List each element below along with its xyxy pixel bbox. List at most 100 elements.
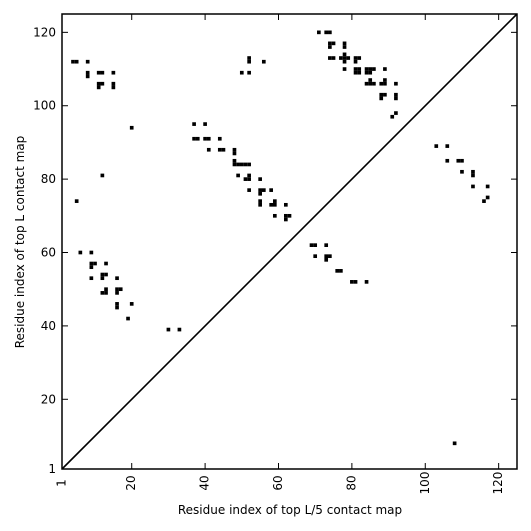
contact-point — [247, 177, 251, 181]
contact-point — [239, 162, 244, 167]
contact-point — [482, 199, 486, 203]
contact-point — [100, 173, 105, 178]
y-tick-label: 1 — [48, 462, 56, 476]
contact-point — [111, 70, 116, 75]
contact-point — [74, 199, 79, 203]
contact-point — [89, 276, 94, 281]
contact-point — [96, 70, 101, 75]
contact-point — [342, 59, 347, 64]
contact-point — [353, 70, 358, 75]
contact-point — [342, 56, 347, 60]
contact-point — [357, 67, 362, 71]
contact-point — [379, 92, 384, 97]
contact-point — [394, 81, 398, 86]
contact-point — [357, 56, 362, 60]
contact-point — [78, 250, 83, 255]
contact-point — [324, 30, 329, 35]
y-tick-label: 20 — [41, 392, 56, 406]
contact-point — [383, 67, 387, 71]
contact-point — [104, 272, 108, 277]
contact-point — [445, 158, 450, 163]
contact-point — [284, 217, 288, 222]
contact-point — [485, 195, 490, 200]
contact-point — [104, 287, 108, 292]
contact-point — [353, 280, 358, 284]
contact-point — [364, 67, 369, 71]
contact-point — [89, 265, 94, 270]
y-tick-label: 40 — [41, 319, 56, 333]
contact-point — [247, 188, 251, 192]
contact-point — [339, 269, 343, 273]
contact-point — [317, 30, 321, 35]
contact-point — [232, 151, 237, 156]
contact-point — [331, 41, 336, 46]
contact-point — [328, 41, 332, 46]
contact-point — [232, 158, 237, 163]
contact-point — [89, 250, 94, 255]
contact-point — [236, 173, 240, 178]
contact-point — [313, 243, 318, 247]
contact-point — [247, 162, 251, 167]
contact-point — [335, 269, 340, 273]
contact-point — [324, 243, 329, 247]
contact-point — [313, 254, 318, 259]
contact-point — [217, 147, 222, 152]
contact-point — [364, 70, 369, 75]
contact-point — [258, 188, 262, 192]
contact-point — [192, 122, 196, 126]
contact-point — [328, 45, 332, 49]
contact-point — [284, 213, 288, 218]
contact-point — [309, 243, 314, 247]
contact-point — [85, 70, 90, 75]
contact-point — [368, 70, 373, 75]
x-tick-label: 100 — [418, 472, 432, 495]
contact-point — [460, 158, 464, 163]
contact-point — [104, 291, 108, 295]
contact-point — [232, 147, 237, 152]
contact-point — [96, 85, 101, 90]
x-tick-label: 20 — [124, 475, 138, 490]
x-tick-label: 1 — [55, 479, 69, 487]
contact-point — [383, 78, 387, 82]
contact-point — [221, 147, 226, 152]
contact-point — [346, 56, 351, 60]
contact-point — [394, 96, 398, 101]
contact-point — [269, 202, 273, 207]
contact-point — [192, 136, 196, 141]
contact-point — [100, 70, 105, 75]
contact-point — [342, 45, 347, 49]
contact-point — [261, 188, 266, 192]
contact-point — [258, 199, 262, 203]
contact-point — [434, 144, 439, 148]
contact-point — [394, 92, 398, 97]
contact-point — [353, 56, 358, 60]
contact-point — [258, 191, 262, 196]
contact-point — [243, 162, 248, 167]
y-tick-label: 100 — [33, 99, 56, 113]
contact-point — [372, 67, 376, 71]
contact-point — [232, 162, 237, 167]
contact-point — [368, 67, 373, 71]
contact-point — [471, 184, 475, 189]
diagonal-line — [61, 13, 518, 470]
contact-point — [383, 92, 387, 97]
contact-point — [247, 56, 251, 60]
contact-point — [328, 30, 332, 35]
contact-point — [100, 81, 105, 86]
contact-point — [93, 261, 97, 266]
contact-point — [100, 272, 105, 277]
contact-point — [324, 254, 329, 259]
y-tick-label: 60 — [41, 246, 56, 260]
contact-point — [100, 276, 105, 281]
contact-point — [471, 169, 475, 174]
contact-point — [236, 162, 240, 167]
contact-point — [368, 78, 373, 82]
contact-point — [104, 261, 108, 266]
contact-point — [203, 122, 207, 126]
contact-point — [115, 287, 119, 292]
contact-point — [342, 67, 347, 71]
contact-point — [203, 136, 207, 141]
contact-point — [269, 188, 273, 192]
contact-point — [460, 169, 464, 174]
